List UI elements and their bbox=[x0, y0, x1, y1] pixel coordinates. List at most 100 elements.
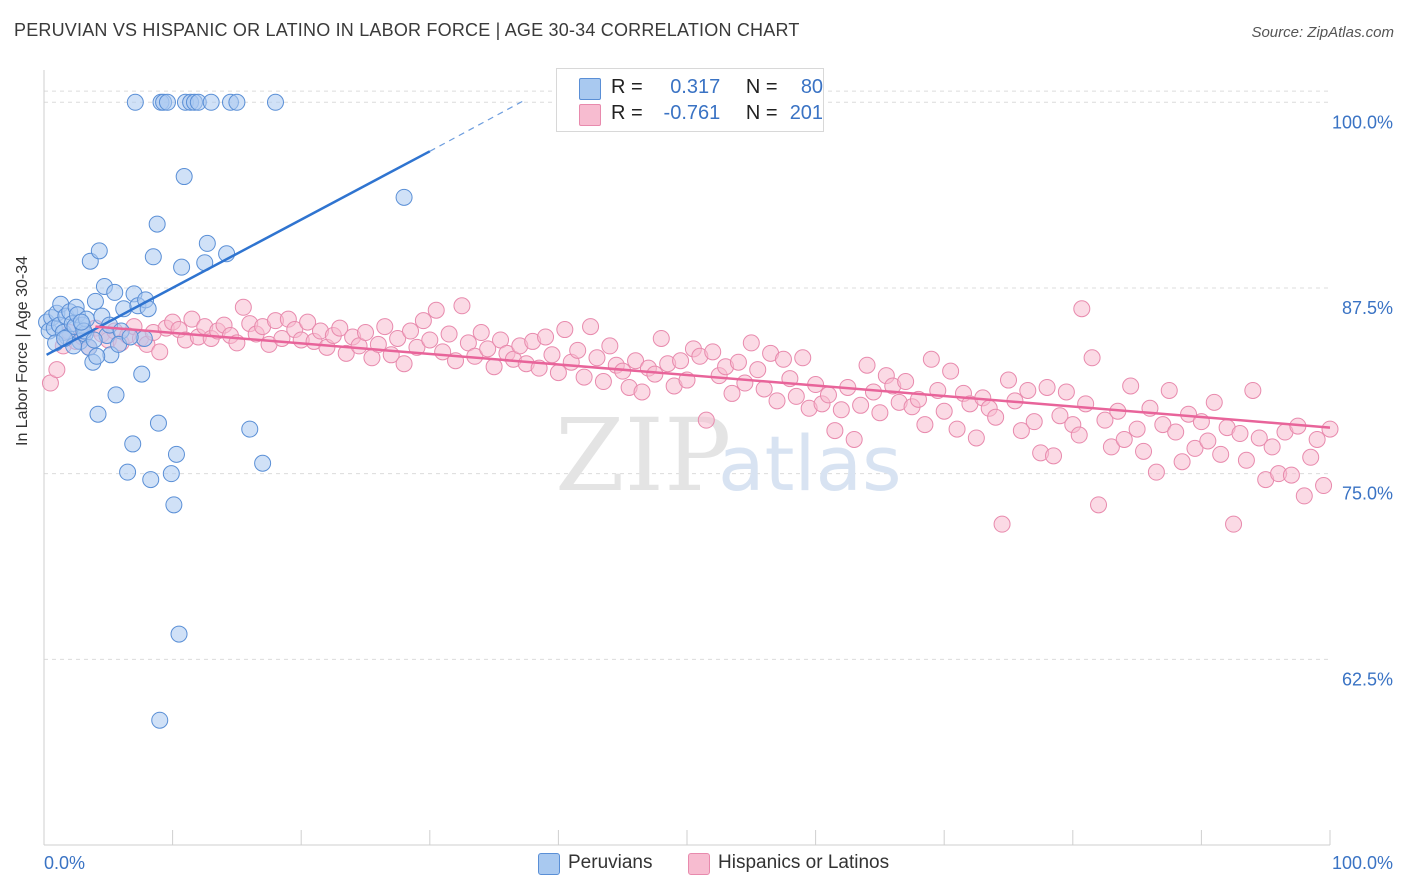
hispanic-point bbox=[1250, 429, 1268, 447]
hispanic-point bbox=[376, 318, 394, 336]
peruvian-point bbox=[254, 454, 272, 472]
hispanic-point bbox=[1038, 378, 1056, 396]
hispanic-point bbox=[549, 364, 567, 382]
hispanic-point bbox=[1115, 430, 1133, 448]
hispanic-point bbox=[768, 392, 786, 410]
peruvians-n-value: 80 bbox=[800, 76, 824, 98]
peruvian-point bbox=[142, 471, 160, 489]
hispanic-point bbox=[948, 420, 966, 438]
peruvian-points bbox=[38, 93, 413, 729]
hispanic-point bbox=[1057, 383, 1075, 401]
hispanic-point bbox=[1173, 453, 1191, 471]
hispanic-point bbox=[569, 341, 587, 359]
peruvian-point bbox=[106, 283, 124, 301]
hispanic-point bbox=[942, 362, 960, 380]
hispanic-point bbox=[922, 350, 940, 368]
watermark: ZIP atlas bbox=[555, 397, 902, 514]
hispanic-point bbox=[594, 373, 612, 391]
hispanic-point bbox=[704, 343, 722, 361]
hispanic-point bbox=[1135, 442, 1153, 460]
hispanic-point bbox=[1147, 463, 1165, 481]
peruvian-point bbox=[241, 420, 259, 438]
hispanic-point bbox=[736, 374, 754, 392]
hispanic-point bbox=[414, 312, 432, 330]
peruvian-point bbox=[167, 445, 185, 463]
hispanic-point bbox=[826, 422, 844, 440]
hispanic-point bbox=[299, 313, 317, 331]
chart-legend: Peruvians Hispanics or Latinos bbox=[0, 852, 1406, 876]
hispanic-point bbox=[723, 384, 741, 402]
y-tick-label: 62.5% bbox=[1342, 669, 1393, 689]
hispanic-point bbox=[337, 344, 355, 362]
watermark-atlas: atlas bbox=[718, 419, 902, 508]
hispanic-point bbox=[742, 334, 760, 352]
hispanic-point bbox=[1019, 381, 1037, 399]
hispanic-point bbox=[1090, 496, 1108, 514]
hispanic-point bbox=[1073, 300, 1091, 318]
hispanic-point bbox=[1237, 451, 1255, 469]
hispanic-point bbox=[183, 310, 201, 328]
y-tick-label: 100.0% bbox=[1332, 112, 1393, 132]
hispanic-point bbox=[755, 380, 773, 398]
hispanic-point bbox=[1244, 381, 1262, 399]
peruvian-point bbox=[149, 414, 167, 432]
y-tick-label: 87.5% bbox=[1342, 298, 1393, 318]
hispanic-point bbox=[402, 322, 420, 340]
hispanic-point bbox=[916, 416, 934, 434]
hispanic-point bbox=[1186, 439, 1204, 457]
peruvian-trend-line bbox=[45, 150, 431, 356]
hispanic-point bbox=[852, 396, 870, 414]
peruvian-point bbox=[228, 93, 246, 111]
legend-swatch-peruvians bbox=[538, 853, 560, 875]
hispanic-point bbox=[1315, 477, 1333, 495]
hispanic-trend-line bbox=[95, 325, 1331, 429]
chart-source: Source: ZipAtlas.com bbox=[1251, 24, 1394, 41]
hispanic-point bbox=[1070, 426, 1088, 444]
peruvian-point bbox=[162, 465, 180, 483]
hispanic-point bbox=[845, 430, 863, 448]
hispanic-point bbox=[234, 298, 252, 316]
hispanic-point bbox=[935, 402, 953, 420]
hispanic-point bbox=[1225, 515, 1243, 533]
hispanic-point bbox=[1096, 411, 1114, 429]
hispanic-point bbox=[897, 373, 915, 391]
hispanics-r-label: R = bbox=[611, 102, 643, 124]
hispanic-point bbox=[395, 355, 413, 373]
hispanics-n-label: N = bbox=[745, 102, 778, 124]
x-ticks bbox=[43, 830, 1331, 845]
hispanic-point bbox=[1199, 432, 1217, 450]
hispanic-point bbox=[794, 349, 812, 367]
legend-label-peruvians: Peruvians bbox=[568, 852, 653, 873]
correlation-stats-box: R = 0.317 N = 80 R = -0.761 N = 201 bbox=[556, 68, 824, 132]
peruvian-point bbox=[395, 188, 413, 206]
peruvian-point bbox=[173, 258, 191, 276]
hispanic-point bbox=[1025, 413, 1043, 431]
peruvians-r-value: 0.317 bbox=[670, 76, 721, 98]
peruvian-point bbox=[144, 248, 162, 266]
y-tick-label: 75.0% bbox=[1342, 484, 1393, 504]
hispanic-points bbox=[41, 297, 1339, 533]
peruvian-point bbox=[121, 328, 139, 346]
hispanic-point bbox=[1102, 438, 1120, 456]
hispanic-point bbox=[871, 404, 889, 422]
hispanic-point bbox=[1077, 395, 1095, 413]
hispanic-point bbox=[556, 321, 574, 339]
hispanic-point bbox=[1128, 420, 1146, 438]
peruvians-n-label: N = bbox=[745, 76, 778, 98]
hispanics-swatch bbox=[579, 104, 601, 126]
hispanic-point bbox=[151, 343, 169, 361]
peruvian-point bbox=[86, 292, 104, 310]
hispanic-point bbox=[537, 328, 555, 346]
hispanic-point bbox=[543, 346, 561, 364]
peruvian-point bbox=[165, 496, 183, 514]
peruvian-point bbox=[126, 93, 144, 111]
legend-label-hispanics: Hispanics or Latinos bbox=[718, 852, 890, 873]
hispanic-point bbox=[1012, 422, 1030, 440]
hispanic-point bbox=[1231, 425, 1249, 443]
hispanic-point bbox=[672, 352, 690, 370]
x-tick-label-min: 0.0% bbox=[44, 853, 85, 873]
peruvian-point bbox=[175, 168, 193, 186]
peruvian-point bbox=[148, 215, 166, 233]
peruvian-point bbox=[135, 329, 153, 347]
